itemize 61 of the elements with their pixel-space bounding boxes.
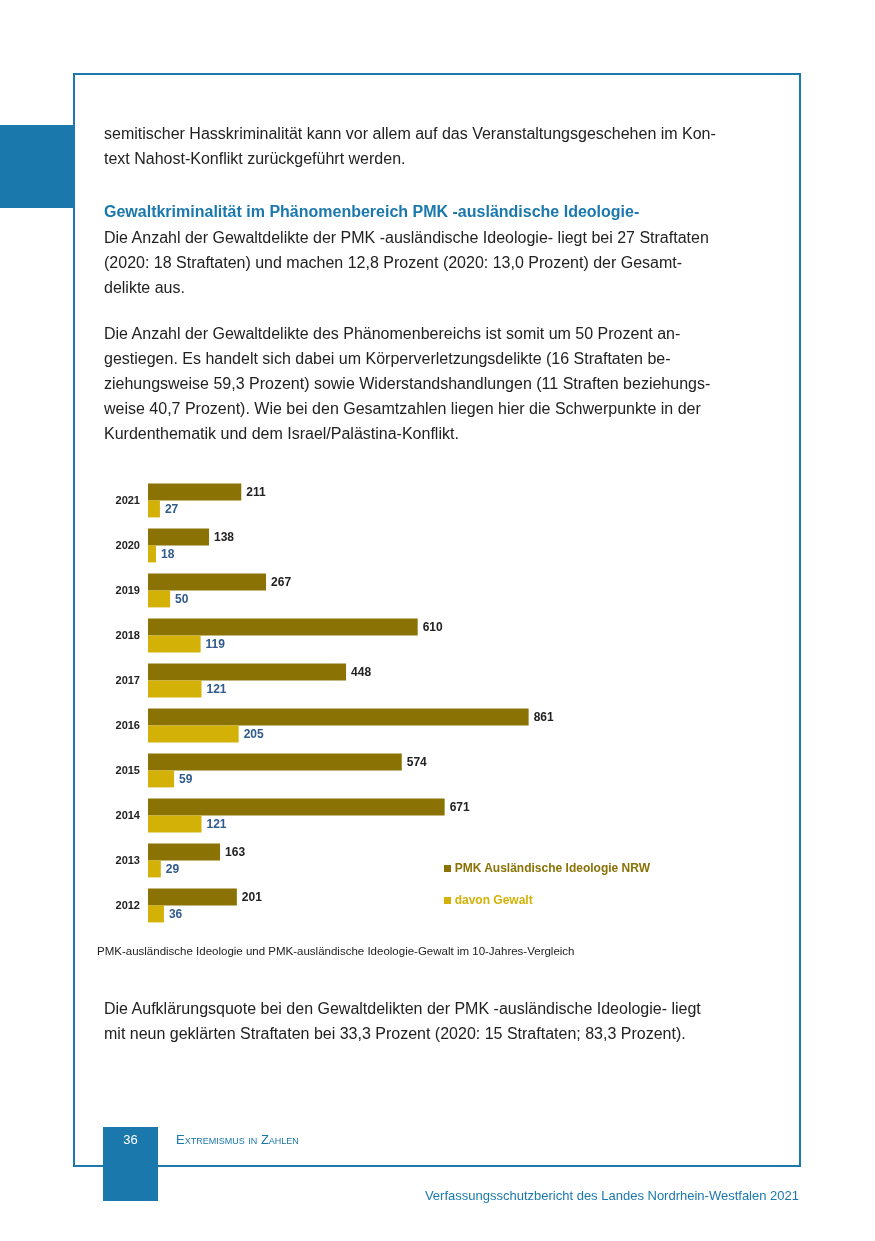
bar xyxy=(148,905,164,923)
y-tick-label: 2013 xyxy=(115,854,140,867)
data-label: 59 xyxy=(179,772,193,787)
data-label: 18 xyxy=(160,547,175,562)
text: Verfassungsschutzbericht des Landes Nordrhein-Westfalen 2021 xyxy=(423,1187,799,1205)
bar xyxy=(148,770,175,788)
data-label: 211 xyxy=(246,485,266,500)
data-label: 119 xyxy=(205,637,226,652)
bar xyxy=(148,843,221,861)
y-tick-label: 2012 xyxy=(115,899,140,912)
y-tick-label: 2019 xyxy=(115,584,140,597)
bar xyxy=(148,500,160,518)
data-label: 36 xyxy=(168,907,183,922)
data-label: 50 xyxy=(175,592,189,607)
data-label: 121 xyxy=(206,682,227,697)
y-tick-label: 2021 xyxy=(115,494,140,507)
data-label: 448 xyxy=(351,665,372,680)
legend-label: davon Gewalt xyxy=(454,893,533,907)
data-label: 267 xyxy=(271,575,292,590)
bar xyxy=(148,590,171,608)
bar xyxy=(148,753,402,771)
data-label: 121 xyxy=(206,817,227,832)
data-label: 138 xyxy=(214,530,235,545)
y-tick-label: 2020 xyxy=(115,539,140,552)
bar xyxy=(148,528,210,546)
data-label: 574 xyxy=(406,755,428,770)
text: PMK-ausländische Ideologie und PMK-ausländische Ideologie-Gewalt im 10-Jahres-Vergleich xyxy=(97,944,576,959)
bar xyxy=(148,680,202,698)
text: semitischer Hasskriminalität kann vor allem auf das Veranstaltungsgeschehen im Kon- text Nahost-Konflikt zurückgeführt werden. xyxy=(104,124,717,169)
data-label: 27 xyxy=(164,502,179,517)
legend-label: PMK Ausländische Ideologie NRW xyxy=(454,861,650,875)
bar xyxy=(148,483,242,501)
data-label: 610 xyxy=(422,620,444,635)
bar xyxy=(148,573,267,591)
bar xyxy=(148,860,161,878)
data-label: 29 xyxy=(165,862,180,877)
y-tick-label: 2015 xyxy=(115,764,140,777)
bar xyxy=(148,635,201,653)
text: 36 xyxy=(122,1131,139,1149)
text: Extremismus in Zahlen xyxy=(176,1131,300,1149)
bar xyxy=(148,798,445,816)
bar xyxy=(148,545,156,563)
data-label: 861 xyxy=(533,710,554,725)
bar xyxy=(148,815,202,833)
y-tick-label: 2018 xyxy=(115,629,140,642)
data-label: 671 xyxy=(449,800,470,815)
bar xyxy=(148,618,418,636)
data-label: 201 xyxy=(241,890,263,905)
data-label: 163 xyxy=(225,845,246,860)
chart-title: Gewaltkriminalität im Phänomenbereich PMK -ausländische Ideologie- xyxy=(104,202,640,222)
bar xyxy=(148,888,237,906)
text: Die Anzahl der Gewaltdelikte des Phänomenbereichs ist somit um 50 Prozent an- gestiegen. Es handelt sich dabei um Körperverletzungsdelikte (16 Straftaten be- ziehungsweise 59,3 Prozent) sowie Widerstandshandlungen (11 Straften beziehungs- weise 40,7 Prozent). Wie bei den Gesamtzahlen liegen hier die Schwerpunkte in der Kurdenthematik und dem Israel/Palästina-Konflikt. xyxy=(104,324,712,444)
text: Die Aufklärungsquote bei den Gewaltdelikten der PMK -ausländische Ideologie- liegt mit neun geklärten Straftaten bei 33,3 Prozent (2020: 15 Straftaten; 83,3 Prozent). xyxy=(104,999,702,1044)
text: Die Anzahl der Gewaltdelikte der PMK -ausländische Ideologie- liegt bei 27 Straftaten (2020: 18 Straftaten) und machen 12,8 Prozent (2020: 13,0 Prozent) der Gesamt- delikte aus. xyxy=(104,228,710,298)
bar xyxy=(148,725,239,743)
bar xyxy=(148,708,529,726)
y-tick-label: 2016 xyxy=(115,719,140,732)
y-tick-label: 2017 xyxy=(115,674,140,687)
y-tick-label: 2014 xyxy=(115,809,141,822)
bar xyxy=(148,663,347,681)
data-label: 205 xyxy=(243,727,264,742)
